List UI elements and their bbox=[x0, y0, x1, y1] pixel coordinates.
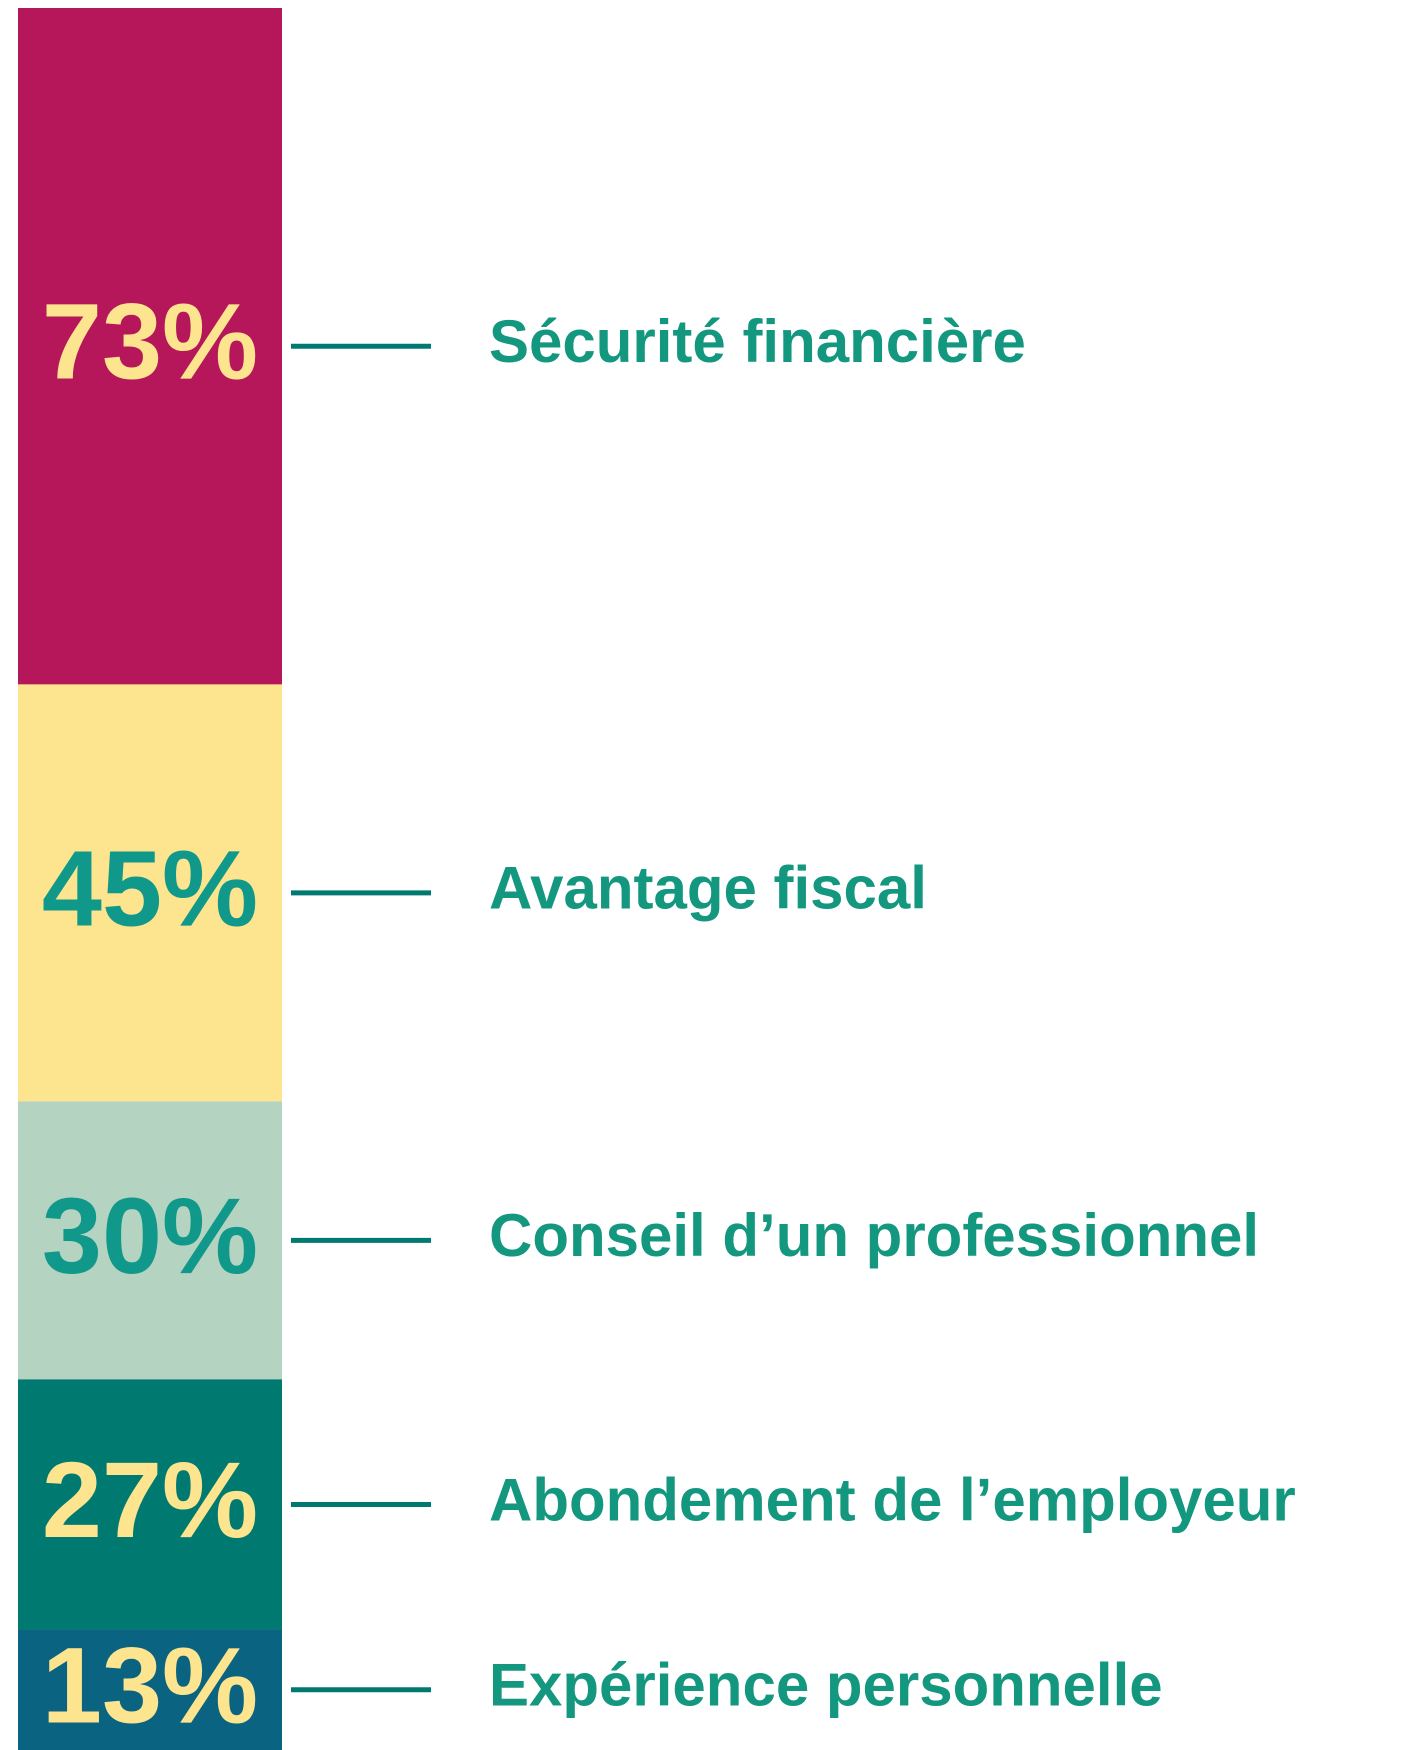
value-label: 73% bbox=[42, 281, 258, 402]
category-label: Abondement de l’employeur bbox=[489, 1466, 1296, 1533]
bar-segment bbox=[18, 1101, 282, 1380]
category-label: Expérience personnelle bbox=[489, 1652, 1163, 1719]
value-label: 27% bbox=[42, 1439, 258, 1560]
bar-segment bbox=[18, 1629, 282, 1750]
bar-segment bbox=[18, 1379, 282, 1630]
category-label: Sécurité financière bbox=[489, 308, 1026, 375]
value-label: 30% bbox=[42, 1175, 258, 1296]
value-label: 45% bbox=[42, 827, 258, 948]
category-label: Avantage fiscal bbox=[489, 855, 927, 922]
value-label: 13% bbox=[42, 1624, 258, 1745]
bar-segment bbox=[18, 684, 282, 1102]
bar-segment bbox=[18, 8, 282, 685]
category-label: Conseil d’un professionnel bbox=[489, 1202, 1259, 1269]
